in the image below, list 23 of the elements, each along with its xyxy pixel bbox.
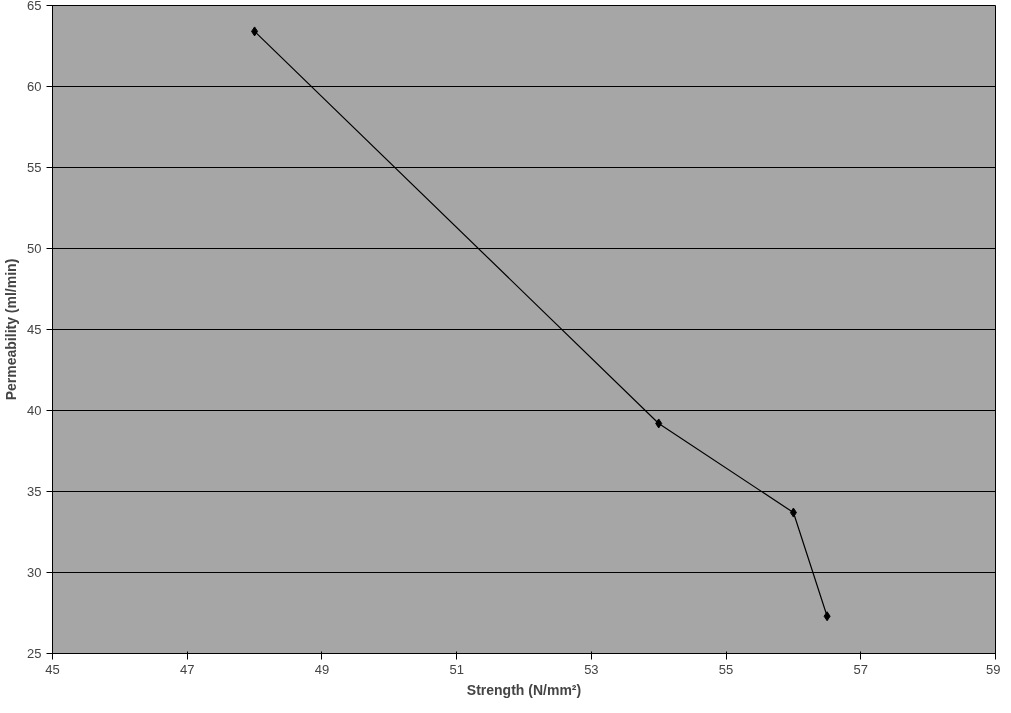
- point: [251, 26, 259, 37]
- x-tick-label: 45: [45, 661, 60, 677]
- y-tick-label: 60: [27, 79, 42, 94]
- y-tick-label: 55: [27, 160, 42, 175]
- x-tick-label: 47: [179, 661, 195, 677]
- point: [823, 611, 831, 622]
- y-tick-label: 45: [27, 322, 42, 337]
- x-axis-title: Strength (N/mm²): [466, 681, 582, 698]
- y-tick-label: 35: [27, 484, 42, 499]
- y-axis-title: Permeability (ml/min): [3, 258, 20, 401]
- x-tick-label: 57: [853, 661, 869, 677]
- x-tick-label: 59: [986, 661, 1001, 677]
- x-tick-label: 55: [718, 661, 734, 677]
- point: [789, 507, 797, 518]
- y-tick-label: 25: [27, 646, 42, 661]
- point: [655, 418, 663, 429]
- x-tick-label: 53: [584, 661, 599, 677]
- x-tick-label: 49: [314, 661, 330, 677]
- y-tick-label: 40: [27, 403, 42, 418]
- x-tick-label: 51: [449, 661, 464, 677]
- y-tick-label: 30: [27, 565, 42, 580]
- y-tick-label: 65: [27, 0, 42, 13]
- y-tick-label: 50: [27, 241, 42, 256]
